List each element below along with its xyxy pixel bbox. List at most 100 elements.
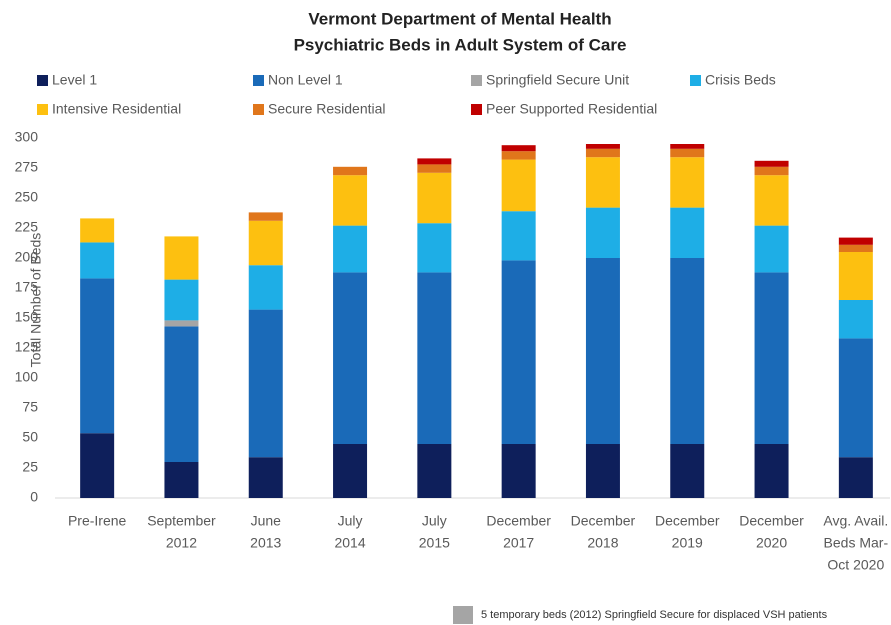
y-tick-label: 200 [15, 249, 39, 265]
y-tick-label: 50 [22, 429, 38, 445]
legend-swatch [253, 75, 264, 86]
bar-segment [838, 338, 873, 458]
bar-segment [585, 207, 620, 258]
bar-segment [417, 172, 452, 224]
x-tick-label: Avg. Avail. [823, 513, 888, 529]
y-tick-label: 225 [15, 219, 39, 235]
y-tick-label: 150 [15, 309, 39, 325]
bar-segment [417, 158, 452, 165]
x-tick-label: Pre-Irene [68, 513, 127, 529]
bar-segment [585, 258, 620, 444]
x-tick-label: December [571, 513, 636, 529]
bar-segment [80, 278, 115, 434]
y-tick-label: 275 [15, 159, 39, 175]
y-tick-label: 300 [15, 129, 39, 145]
x-tick-label: September [147, 513, 216, 529]
y-tick-label: 125 [15, 339, 39, 355]
bar-segment [333, 225, 368, 273]
bar-segment [754, 272, 789, 444]
x-tick-label: December [739, 513, 804, 529]
footnote-swatch [453, 606, 473, 624]
bar-segment [501, 260, 536, 444]
legend-label: Crisis Beds [705, 72, 776, 88]
bar-segment [838, 300, 873, 339]
legend-swatch [37, 75, 48, 86]
legend-swatch [471, 104, 482, 115]
chart-title: Vermont Department of Mental Health [308, 9, 611, 28]
bar-segment [838, 457, 873, 498]
x-tick-label: 2017 [503, 535, 534, 551]
bar-segment [754, 166, 789, 176]
bar-segment [754, 225, 789, 273]
bar-segment [417, 272, 452, 444]
bar-segment [838, 237, 873, 245]
bar-segment [501, 151, 536, 160]
y-tick-label: 250 [15, 189, 39, 205]
bar-segment [248, 457, 283, 498]
bar-segment [164, 326, 199, 462]
y-tick-label: 25 [22, 459, 38, 475]
x-tick-label: Beds Mar- [824, 535, 889, 551]
x-tick-label: December [486, 513, 551, 529]
bar-segment [248, 265, 283, 310]
bar-segment [754, 175, 789, 226]
legend-label: Intensive Residential [52, 101, 181, 117]
bar-segment [670, 258, 705, 444]
legend-label: Level 1 [52, 72, 97, 88]
bar-segment [501, 211, 536, 261]
bar-segment [670, 148, 705, 158]
chart-title: Psychiatric Beds in Adult System of Care [294, 35, 627, 54]
bar-segment [417, 164, 452, 173]
bar-segment [501, 444, 536, 498]
legend-label: Non Level 1 [268, 72, 343, 88]
bar-segment [164, 320, 199, 327]
bar-segment [333, 166, 368, 176]
bar-segment [670, 144, 705, 149]
bar-segment [585, 148, 620, 158]
bar-segment [80, 218, 115, 243]
bar-segment [501, 145, 536, 152]
bar-segment [80, 242, 115, 279]
bar-segment [248, 309, 283, 458]
bar-segment [670, 444, 705, 498]
legend-swatch [253, 104, 264, 115]
bar-segment [585, 444, 620, 498]
x-tick-label: 2019 [672, 535, 703, 551]
legend-label: Secure Residential [268, 101, 386, 117]
x-tick-label: June [251, 513, 282, 529]
bar-segment [248, 220, 283, 266]
legend-swatch [37, 104, 48, 115]
bar-segment [164, 462, 199, 498]
bar-segment [838, 252, 873, 300]
bar-segment [164, 236, 199, 280]
y-tick-label: 0 [30, 489, 38, 505]
x-tick-label: Oct 2020 [827, 557, 884, 573]
bar-segment [670, 157, 705, 208]
x-tick-label: 2020 [756, 535, 787, 551]
x-tick-label: 2018 [587, 535, 618, 551]
bar-segment [248, 212, 283, 221]
footnote: 5 temporary beds (2012) Springfield Secu… [481, 609, 828, 621]
x-tick-label: 2013 [250, 535, 281, 551]
x-tick-label: July [422, 513, 447, 529]
bar-segment [585, 144, 620, 149]
bar-segment [754, 444, 789, 498]
bar-segment [838, 244, 873, 252]
y-tick-label: 100 [15, 369, 39, 385]
bar-segment [333, 272, 368, 444]
bar-segment [417, 444, 452, 498]
bar-segment [501, 159, 536, 212]
x-tick-label: July [338, 513, 363, 529]
legend-label: Peer Supported Residential [486, 101, 657, 117]
bar-segment [333, 175, 368, 226]
x-tick-label: 2014 [334, 535, 365, 551]
bar-segment [333, 444, 368, 498]
bar-segment [164, 279, 199, 321]
bar-segment [754, 160, 789, 167]
bar-segment [585, 157, 620, 208]
x-tick-label: 2012 [166, 535, 197, 551]
x-tick-label: 2015 [419, 535, 450, 551]
x-tick-label: December [655, 513, 720, 529]
legend-label: Springfield Secure Unit [486, 72, 629, 88]
